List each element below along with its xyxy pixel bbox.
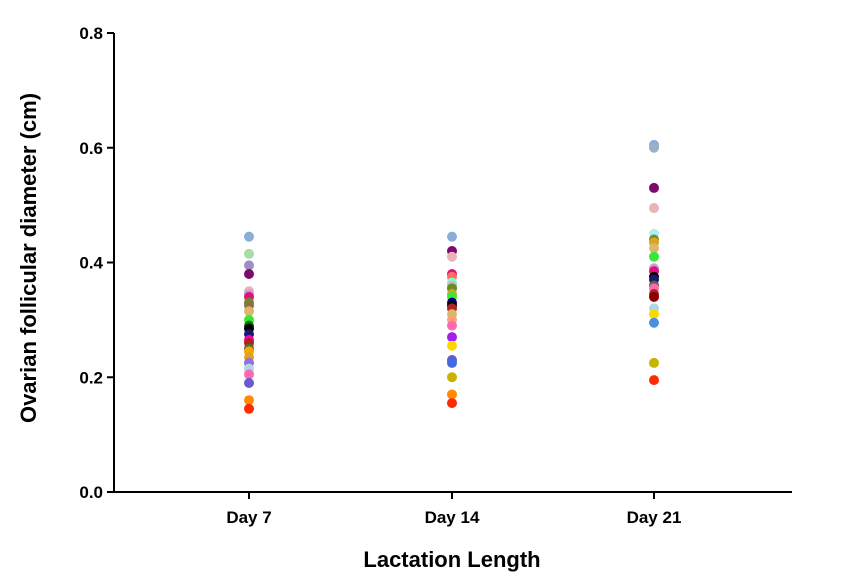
data-point [447, 231, 457, 242]
data-point [244, 248, 254, 259]
data-point [649, 243, 659, 254]
y-tick-label: 0.8 [79, 24, 103, 43]
data-point [649, 251, 659, 262]
data-point [649, 375, 659, 386]
y-tick-label: 0.6 [79, 139, 103, 158]
x-ticks: Day 7 Day 14 Day 21 [226, 492, 681, 527]
data-point [244, 306, 254, 317]
data-point [447, 372, 457, 383]
data-point [447, 389, 457, 400]
data-point [447, 398, 457, 409]
data-point [244, 395, 254, 406]
data-point [649, 309, 659, 320]
data-point [649, 202, 659, 213]
data-point [649, 142, 659, 153]
y-tick-label: 0.2 [79, 368, 103, 387]
x-tick-label: Day 14 [425, 508, 480, 527]
data-point [649, 357, 659, 368]
x-axis-title: Lactation Length [363, 547, 540, 572]
data-point [244, 377, 254, 388]
data-point [244, 260, 254, 271]
y-tick-label: 0.0 [79, 483, 103, 502]
data-point [447, 251, 457, 262]
data-point [447, 340, 457, 351]
data-point [447, 357, 457, 368]
y-ticks: 0.0 0.2 0.4 0.6 0.8 [79, 24, 114, 502]
data-point [649, 317, 659, 328]
data-points [244, 139, 659, 414]
data-point [244, 403, 254, 414]
y-axis-title: Ovarian follicular diameter (cm) [16, 93, 41, 423]
y-tick-label: 0.4 [79, 254, 103, 273]
x-tick-label: Day 7 [226, 508, 271, 527]
x-tick-label: Day 21 [627, 508, 682, 527]
data-point [244, 231, 254, 242]
data-point [649, 291, 659, 302]
data-point [447, 332, 457, 343]
data-point [244, 268, 254, 279]
data-point [649, 182, 659, 193]
data-point [244, 369, 254, 380]
data-point [447, 320, 457, 331]
